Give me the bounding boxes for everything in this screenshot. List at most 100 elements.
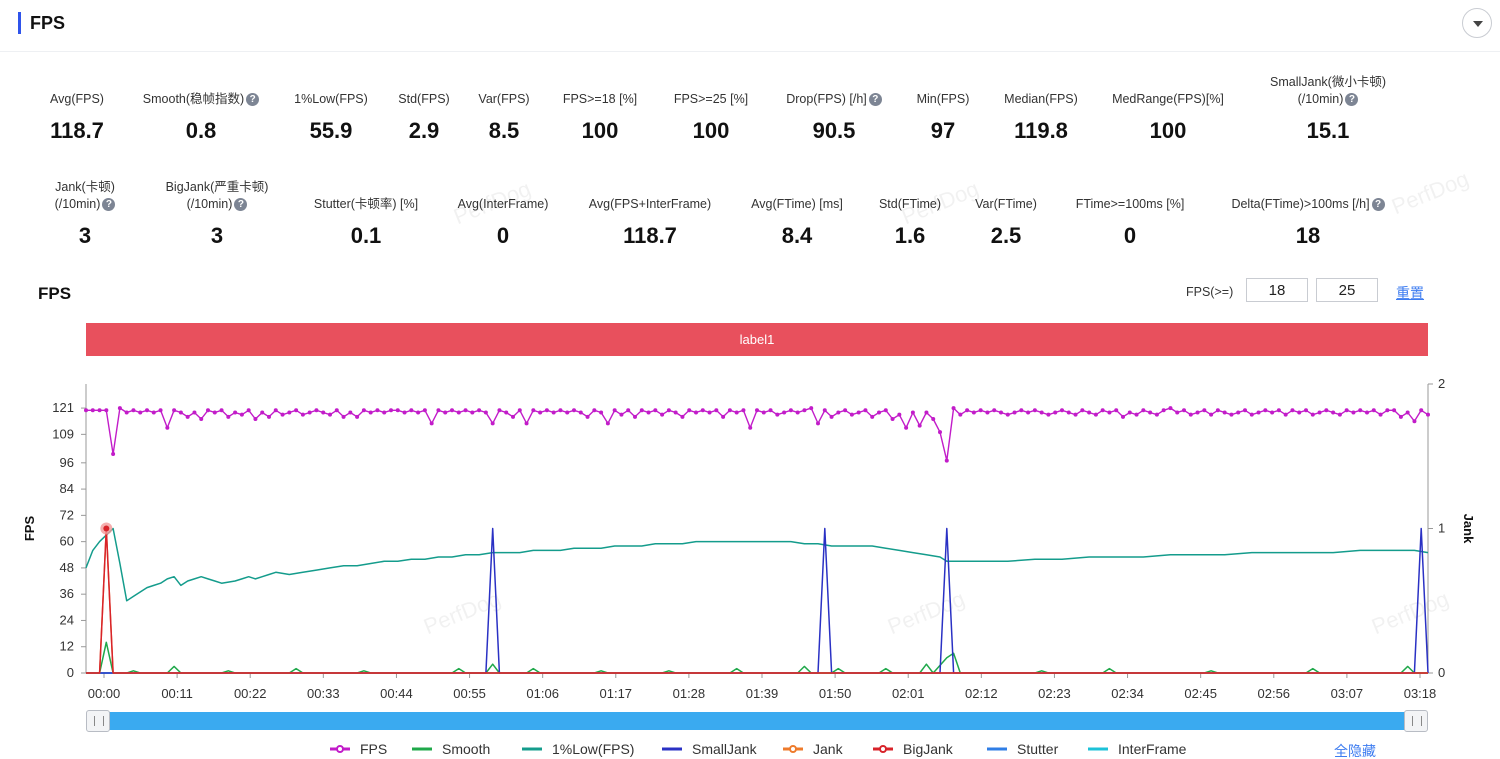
legend-item[interactable]: InterFrame: [1086, 741, 1196, 757]
help-icon[interactable]: ?: [246, 93, 260, 107]
fps-point: [456, 410, 461, 415]
fps-point: [1100, 408, 1105, 413]
x-tick-label: 00:22: [234, 686, 267, 701]
legend-item[interactable]: SmallJank: [660, 741, 770, 757]
label-bar[interactable]: label1: [86, 323, 1428, 356]
help-icon[interactable]: ?: [1345, 93, 1359, 107]
fps-point: [1209, 412, 1214, 417]
fps-point: [619, 412, 624, 417]
legend-item[interactable]: Jank: [781, 741, 891, 757]
metric-label-unit-text: (/10min): [1297, 92, 1344, 106]
reset-link[interactable]: 重置: [1396, 285, 1424, 301]
fps-point: [314, 408, 319, 413]
fps-point: [1073, 412, 1078, 417]
x-tick-label: 02:56: [1258, 686, 1291, 701]
legend-label: Smooth: [442, 741, 491, 757]
fps-point: [694, 410, 698, 415]
fps-point: [1365, 410, 1369, 415]
metric-label: Avg(FTime) [ms]: [697, 196, 897, 213]
metric-value: 100: [692, 118, 730, 143]
fps-point: [490, 421, 495, 426]
metric-label-text: Std(FTime): [878, 197, 942, 211]
legend-swatch: [783, 745, 803, 753]
metric-value: 0.1: [350, 223, 382, 248]
metric-label: MedRange(FPS)[%]: [1068, 91, 1268, 108]
fps-point: [1141, 408, 1146, 413]
zoom-slider-right-handle[interactable]: [1404, 710, 1428, 732]
collapse-button[interactable]: [1462, 8, 1492, 38]
fps-point: [111, 452, 116, 457]
fps-threshold-low-input[interactable]: [1246, 278, 1308, 302]
help-icon[interactable]: ?: [234, 198, 248, 212]
fps-point: [788, 408, 793, 413]
y-tick-label: 60: [60, 534, 74, 549]
legend-item[interactable]: Stutter: [985, 741, 1095, 757]
fps-point: [172, 408, 177, 413]
fps-point: [897, 412, 902, 417]
fps-point: [782, 410, 787, 415]
fps-point: [1331, 410, 1336, 415]
metric-label-text: FPS>=18 [%]: [562, 92, 638, 106]
legend-label: SmallJank: [692, 741, 757, 757]
zoom-slider-track[interactable]: [86, 712, 1428, 730]
fps-point: [429, 421, 434, 426]
fps-point: [368, 410, 373, 415]
help-icon[interactable]: ?: [868, 93, 882, 107]
metric-label-text: 1%Low(FPS): [294, 92, 368, 106]
fps-point: [544, 408, 549, 413]
hide-all-link[interactable]: 全隐藏: [1334, 743, 1376, 759]
metric-label-text: Min(FPS): [916, 92, 970, 106]
fps-point: [1256, 410, 1261, 415]
metric-label-unit: (/10min)?: [117, 196, 317, 213]
fps-point: [253, 417, 258, 422]
fps-point: [714, 408, 719, 413]
fps-point: [1378, 412, 1383, 417]
legend-swatch: [662, 747, 682, 751]
fps-point: [192, 410, 197, 415]
fps-point: [1324, 408, 1329, 413]
metric-label-text: Avg(InterFrame): [457, 197, 549, 211]
fps-point: [917, 423, 922, 428]
fps-point: [1195, 410, 1200, 415]
fps-point: [700, 408, 705, 413]
metric-label-text: SmallJank(微小卡顿): [1270, 75, 1386, 89]
header-accent-bar: [18, 12, 21, 34]
fps-point: [1222, 410, 1227, 415]
metric-row2-9: Delta(FTime)>100ms [/h]? 18: [1208, 196, 1408, 249]
fps-point: [334, 408, 339, 413]
legend-label: InterFrame: [1118, 741, 1187, 757]
fps-point: [280, 412, 285, 417]
fps-point: [999, 410, 1003, 415]
legend-item[interactable]: Smooth: [410, 741, 520, 757]
fps-point: [382, 410, 387, 415]
fps-point: [870, 414, 875, 419]
fps-point: [646, 410, 651, 415]
fps-point: [517, 408, 522, 413]
metric-label-text: Avg(FPS+InterFrame): [588, 197, 712, 211]
fps-point: [1371, 408, 1376, 413]
y2-tick-label: 1: [1438, 521, 1445, 536]
y-tick-label: 0: [67, 665, 74, 680]
y-tick-label: 12: [60, 639, 74, 654]
fps-point: [741, 408, 746, 413]
help-icon[interactable]: ?: [1371, 198, 1385, 212]
legend-item[interactable]: FPS: [328, 741, 438, 757]
legend-swatch: [987, 747, 1007, 751]
legend-item[interactable]: 1%Low(FPS): [520, 741, 634, 757]
zoom-slider-left-handle[interactable]: [86, 710, 110, 732]
help-icon[interactable]: ?: [102, 198, 116, 212]
metric-label: Drop(FPS) [/h]?: [734, 91, 934, 108]
fps-point: [1243, 408, 1247, 413]
metric-label: Avg(InterFrame): [403, 196, 603, 213]
x-tick-label: 01:50: [819, 686, 852, 701]
fps-threshold-high-input[interactable]: [1316, 278, 1378, 302]
fps-point: [409, 408, 414, 413]
legend-item[interactable]: BigJank: [871, 741, 981, 757]
fps-point: [687, 408, 692, 413]
fps-point: [890, 417, 895, 422]
fps-point: [1310, 412, 1315, 417]
fps-point: [1426, 412, 1430, 417]
metric-row1-11: SmallJank(微小卡顿) (/10min)? 15.1: [1228, 74, 1428, 144]
fps-point: [273, 408, 278, 413]
metric-label-text: Var(FTime): [975, 197, 1037, 211]
